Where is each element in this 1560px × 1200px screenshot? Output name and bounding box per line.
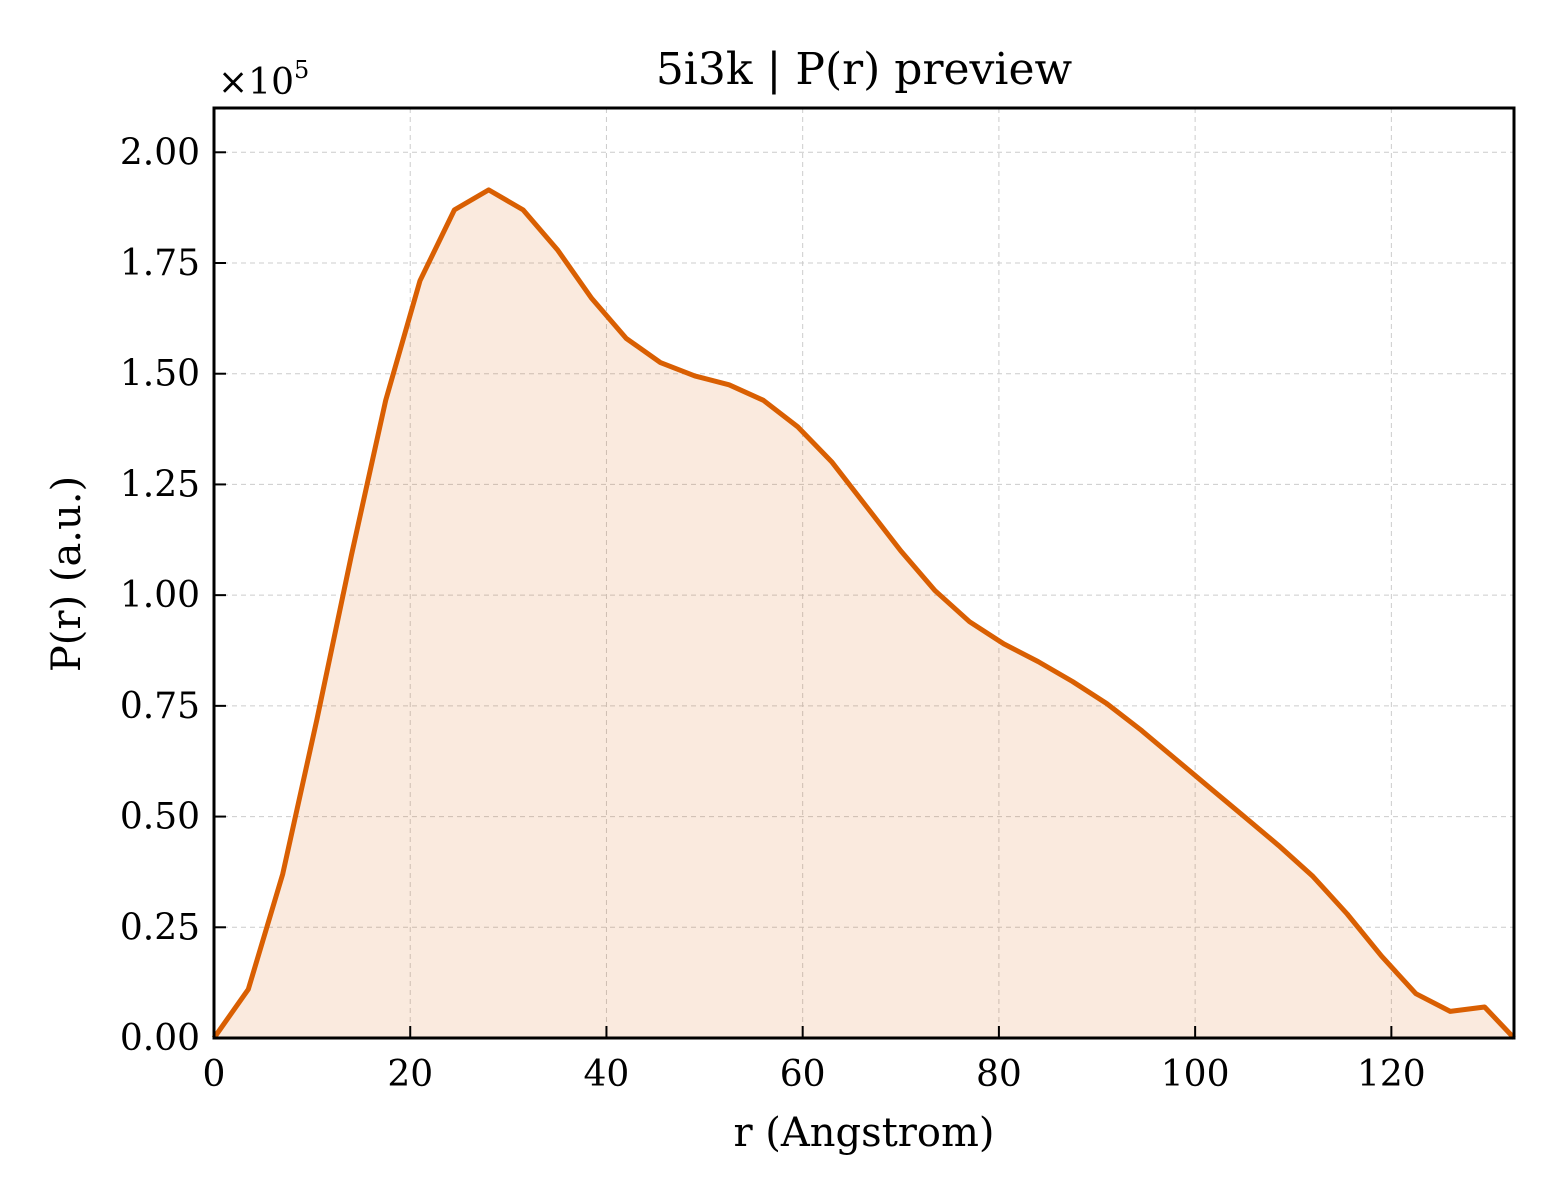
x-tick-label: 100 bbox=[1161, 1054, 1230, 1095]
y-multiplier-base: ×10 bbox=[218, 62, 294, 103]
y-tick-label: 0.50 bbox=[120, 797, 200, 838]
x-tick-label: 40 bbox=[584, 1054, 630, 1095]
x-tick-label: 60 bbox=[780, 1054, 826, 1095]
y-tick-label: 0.25 bbox=[120, 907, 200, 948]
y-tick-label: 1.25 bbox=[120, 464, 200, 505]
y-axis-label: P(r) (a.u.) bbox=[44, 476, 90, 672]
plot-frame bbox=[212, 106, 1516, 1040]
y-multiplier-exponent: 5 bbox=[294, 56, 309, 84]
pr-area-fill bbox=[214, 189, 1514, 1038]
y-tick-label: 2.00 bbox=[120, 132, 200, 173]
y-tick-label: 0.75 bbox=[120, 686, 200, 727]
y-tick-label: 1.50 bbox=[120, 354, 200, 395]
pr-series-line bbox=[211, 187, 1516, 1040]
x-tick-label: 80 bbox=[976, 1054, 1022, 1095]
x-tick-label: 20 bbox=[387, 1054, 433, 1095]
x-tick-label: 120 bbox=[1357, 1054, 1426, 1095]
y-tick-label: 1.75 bbox=[120, 243, 200, 284]
x-axis-label: r (Angstrom) bbox=[733, 1110, 994, 1156]
y-multiplier-label: ×105 bbox=[218, 56, 309, 103]
y-tick-label: 1.00 bbox=[120, 575, 200, 616]
chart-title: 5i3k | P(r) preview bbox=[656, 44, 1073, 95]
axis-ticks: 0 20 40 60 80 100 120 0.00 0.25 0.50 0.75 1.00 1.25 1… bbox=[120, 132, 1426, 1095]
x-tick-label: 0 bbox=[203, 1054, 226, 1095]
y-tick-label: 0.00 bbox=[120, 1018, 200, 1059]
